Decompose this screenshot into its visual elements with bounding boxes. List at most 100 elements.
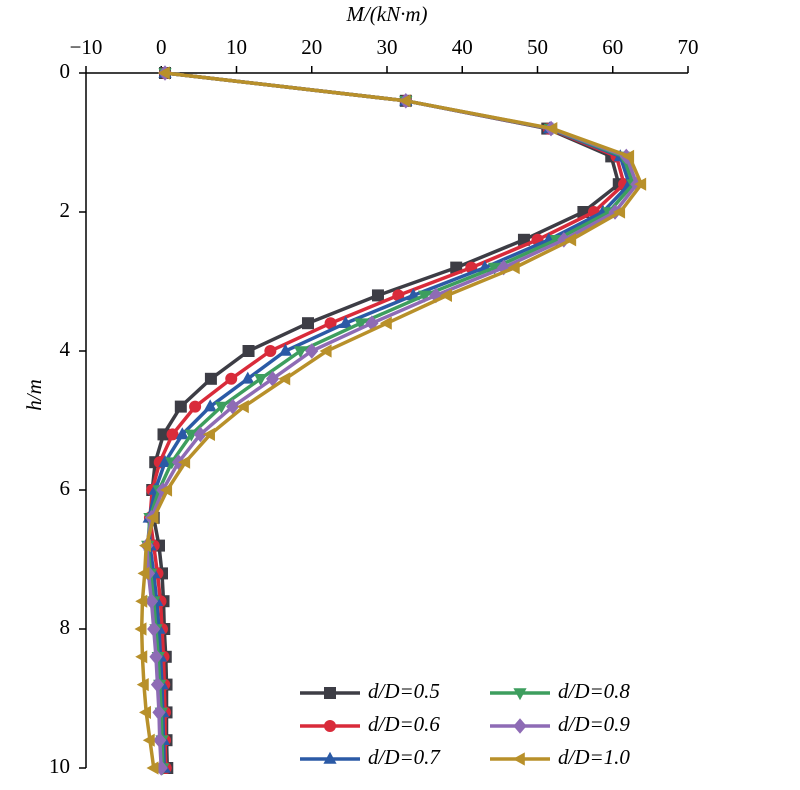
marker: [135, 594, 148, 608]
marker: [214, 401, 229, 414]
legend-marker: [513, 688, 527, 701]
marker: [418, 290, 432, 303]
legend-marker: [323, 751, 337, 764]
marker: [142, 733, 155, 747]
marker: [293, 346, 308, 359]
marker: [174, 400, 187, 413]
marker: [146, 761, 159, 775]
legend-label: d/D=0.6: [368, 712, 440, 736]
series-line: [148, 71, 627, 769]
y-tick-label: 8: [60, 615, 71, 639]
legend-label: d/D=0.9: [558, 712, 630, 736]
marker: [371, 289, 384, 302]
y-tick-label: 2: [60, 198, 71, 222]
series: [134, 66, 647, 775]
marker: [622, 149, 635, 163]
marker: [136, 678, 149, 692]
marker: [146, 511, 159, 525]
marker: [379, 316, 392, 330]
series-line: [139, 71, 644, 769]
marker: [139, 539, 151, 553]
marker: [236, 400, 249, 414]
marker: [564, 233, 577, 247]
marker: [178, 455, 191, 469]
legend-label: d/D=1.0: [558, 745, 630, 769]
legend-marker: [324, 687, 336, 699]
marker: [150, 676, 165, 693]
marker: [354, 318, 368, 331]
marker: [557, 232, 571, 248]
marker: [193, 426, 207, 443]
marker: [157, 66, 170, 80]
x-axis-label: M/(kN·m): [345, 2, 427, 26]
marker: [139, 705, 151, 719]
y-tick-label: 10: [49, 754, 70, 778]
marker: [266, 371, 280, 387]
marker: [392, 289, 405, 302]
marker: [157, 428, 170, 441]
marker: [153, 732, 167, 748]
marker: [175, 427, 189, 440]
marker: [634, 177, 647, 191]
marker: [147, 621, 161, 637]
marker: [253, 374, 268, 386]
legend-marker: [512, 752, 525, 766]
marker: [339, 316, 353, 328]
marker: [545, 122, 558, 136]
y-tick-label: 4: [60, 337, 71, 361]
marker: [507, 261, 520, 275]
marker: [134, 622, 147, 636]
x-tick-label: 40: [452, 35, 473, 59]
legend-label: d/D=0.8: [558, 679, 630, 703]
marker: [398, 94, 411, 108]
legend-marker: [513, 718, 527, 734]
marker: [154, 760, 168, 776]
legend-label: d/D=0.7: [368, 745, 441, 769]
marker: [319, 344, 332, 358]
series-line: [145, 71, 639, 769]
marker: [203, 399, 217, 412]
marker: [278, 343, 293, 356]
marker: [241, 371, 255, 384]
x-tick-label: 30: [377, 35, 398, 59]
marker: [160, 483, 173, 497]
marker: [184, 429, 198, 442]
x-tick-label: 50: [527, 35, 548, 59]
marker: [488, 262, 502, 275]
marker: [166, 428, 179, 441]
legend-label: d/D=0.5: [368, 679, 440, 703]
x-tick-label: 10: [226, 35, 247, 59]
marker: [189, 400, 202, 413]
marker: [440, 288, 452, 302]
marker: [204, 372, 217, 385]
x-tick-label: 0: [156, 35, 167, 59]
y-tick-label: 0: [60, 59, 71, 83]
marker: [429, 287, 443, 304]
y-tick-label: 6: [60, 476, 71, 500]
marker: [242, 345, 255, 357]
series-line: [145, 71, 636, 769]
x-tick-label: −10: [70, 35, 103, 59]
marker: [137, 566, 150, 580]
marker: [264, 345, 277, 357]
marker: [158, 455, 172, 467]
legend-marker: [324, 720, 336, 732]
series-line: [147, 71, 632, 769]
marker: [301, 317, 314, 330]
marker: [324, 317, 337, 330]
marker: [135, 650, 148, 664]
marker: [613, 205, 626, 219]
marker: [278, 372, 291, 386]
marker: [149, 649, 163, 665]
x-tick-label: 20: [301, 35, 322, 59]
marker: [305, 343, 319, 359]
x-tick-label: 60: [602, 35, 623, 59]
y-axis-label: h/m: [22, 379, 46, 411]
marker: [144, 593, 159, 609]
marker: [152, 704, 166, 721]
marker: [202, 427, 215, 441]
marker: [225, 372, 238, 385]
marker: [226, 398, 240, 415]
series: [140, 65, 644, 776]
